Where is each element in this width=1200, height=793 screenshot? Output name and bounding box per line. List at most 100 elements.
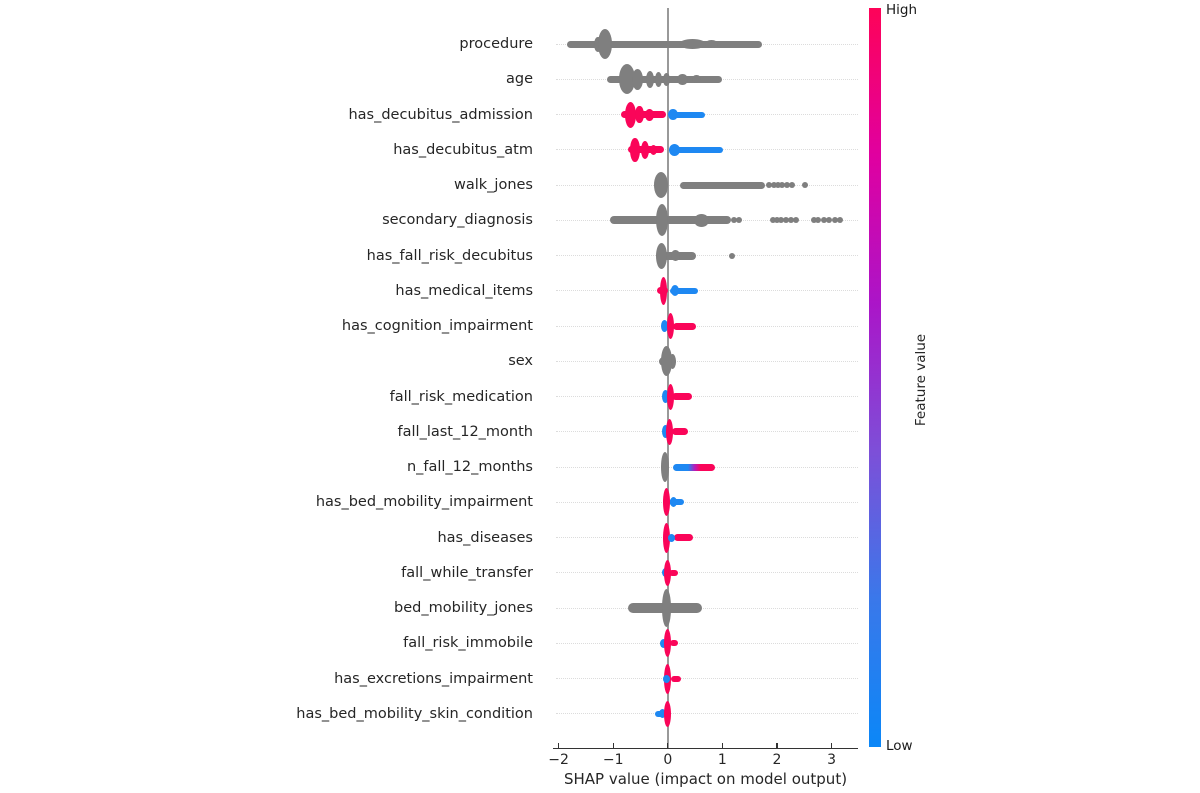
feature-label-has_bed_mobility_skin_condition: has_bed_mobility_skin_condition xyxy=(296,705,533,722)
shap-cluster-stripe xyxy=(610,216,731,225)
shap-outlier-dot xyxy=(826,217,833,224)
shap-cluster-stripe xyxy=(663,251,697,260)
feature-label-has_decubitus_atm: has_decubitus_atm xyxy=(393,141,533,158)
shap-outlier-dot xyxy=(837,217,844,224)
x-tick xyxy=(721,743,724,748)
colorbar-low-label: Low xyxy=(886,738,913,754)
gridline xyxy=(556,114,858,116)
shap-cluster-blob xyxy=(662,488,670,517)
gridline xyxy=(556,501,858,503)
shap-cluster-blob xyxy=(654,172,669,199)
shap-outlier-dot xyxy=(802,182,809,189)
x-tick xyxy=(612,743,614,748)
shap-cluster-blob xyxy=(661,425,669,439)
shap-outlier-dot xyxy=(778,217,785,224)
shap-cluster-stripe xyxy=(669,569,678,576)
shap-cluster-blob xyxy=(640,140,649,159)
shap-outlier-dot xyxy=(782,217,789,224)
colorbar-title: Feature value xyxy=(913,333,929,427)
shap-cluster-blob xyxy=(645,70,654,88)
gridline xyxy=(556,713,858,715)
shap-cluster-stripe xyxy=(669,499,685,506)
shap-outlier-dot xyxy=(783,182,790,189)
feature-label-has_cognition_impairment: has_cognition_impairment xyxy=(341,318,533,335)
shap-cluster-stripe xyxy=(672,393,692,401)
zero-reference-line xyxy=(667,8,669,749)
shap-cluster-blob xyxy=(671,250,680,262)
feature-label-has_medical_items: has_medical_items xyxy=(395,282,533,299)
shap-cluster-blob xyxy=(660,452,670,483)
shap-outlier-dot xyxy=(775,182,782,189)
shap-cluster-stripe xyxy=(566,40,762,48)
shap-cluster-blob xyxy=(663,522,671,553)
shap-cluster-blob xyxy=(667,383,675,410)
x-tick-label: −1 xyxy=(602,752,624,768)
shap-cluster-blob xyxy=(594,36,602,52)
x-tick-label: 3 xyxy=(827,752,837,768)
shap-outlier-dot xyxy=(766,182,773,189)
shap-cluster-blob xyxy=(656,204,669,237)
x-tick-label: 2 xyxy=(772,752,782,768)
shap-cluster-blob xyxy=(635,106,644,124)
shap-cluster-stripe xyxy=(679,181,765,189)
shap-cluster-blob xyxy=(654,71,663,87)
shap-cluster-blob xyxy=(704,40,719,49)
shap-outlier-dot xyxy=(735,217,742,224)
shap-cluster-stripe xyxy=(620,111,667,119)
shap-outlier-dot xyxy=(831,217,838,224)
shap-cluster-blob xyxy=(664,559,672,586)
shap-outlier-dot xyxy=(788,217,795,224)
shap-cluster-stripe xyxy=(671,428,688,436)
shap-cluster-blob xyxy=(658,709,666,719)
shap-cluster-blob xyxy=(664,629,672,658)
x-tick xyxy=(667,743,669,748)
shap-cluster-stripe xyxy=(669,640,678,647)
shap-cluster-blob xyxy=(668,143,680,156)
shap-cluster-blob xyxy=(625,101,637,128)
x-tick xyxy=(776,743,778,748)
shap-cluster-blob xyxy=(659,276,667,305)
shap-cluster-blob xyxy=(655,242,667,269)
gridline xyxy=(556,537,858,539)
gridline xyxy=(556,431,858,433)
shap-cluster-blob xyxy=(597,29,613,60)
shap-cluster-stripe xyxy=(669,287,699,294)
x-axis-title: SHAP value (impact on model output) xyxy=(563,770,848,788)
shap-cluster-blob xyxy=(668,533,676,542)
shap-outlier-dot xyxy=(789,182,796,189)
gridline xyxy=(556,572,858,574)
feature-label-has_fall_risk_decubitus: has_fall_risk_decubitus xyxy=(366,247,533,264)
shap-outlier-dot xyxy=(820,217,827,224)
shap-outlier-dot xyxy=(731,217,738,224)
x-tick-label: −2 xyxy=(548,752,569,768)
shap-outlier-dot xyxy=(779,182,786,189)
gridline xyxy=(556,607,858,609)
feature-label-sex: sex xyxy=(508,353,533,370)
gridline xyxy=(556,255,858,257)
shap-cluster-blob xyxy=(630,137,640,162)
shap-cluster-blob xyxy=(663,72,671,86)
feature-label-fall_risk_immobile: fall_risk_immobile xyxy=(403,635,533,652)
feature-label-walk_jones: walk_jones xyxy=(454,177,533,194)
x-tick xyxy=(557,743,560,748)
shap-cluster-blob xyxy=(670,285,679,297)
shap-cluster-blob xyxy=(668,353,676,369)
shap-cluster-blob xyxy=(661,390,669,404)
shap-cluster-blob xyxy=(694,213,710,227)
shap-cluster-blob xyxy=(663,700,671,727)
shap-cluster-blob xyxy=(660,638,668,648)
feature-label-fall_last_12_month: fall_last_12_month xyxy=(397,423,533,440)
shap-cluster-blob xyxy=(668,109,679,121)
shap-cluster-blob xyxy=(650,144,658,155)
shap-cluster-blob xyxy=(661,320,669,333)
shap-cluster-blob xyxy=(618,64,636,95)
shap-cluster-blob xyxy=(645,108,655,121)
shap-outlier-dot xyxy=(728,252,735,259)
shap-cluster-blob xyxy=(678,39,707,50)
shap-cluster-stripe xyxy=(672,322,697,330)
feature-label-secondary_diagnosis: secondary_diagnosis xyxy=(382,212,533,229)
colorbar-high-label: High xyxy=(886,2,918,18)
x-axis-line xyxy=(553,748,858,750)
shap-cluster-stripe xyxy=(674,534,693,542)
